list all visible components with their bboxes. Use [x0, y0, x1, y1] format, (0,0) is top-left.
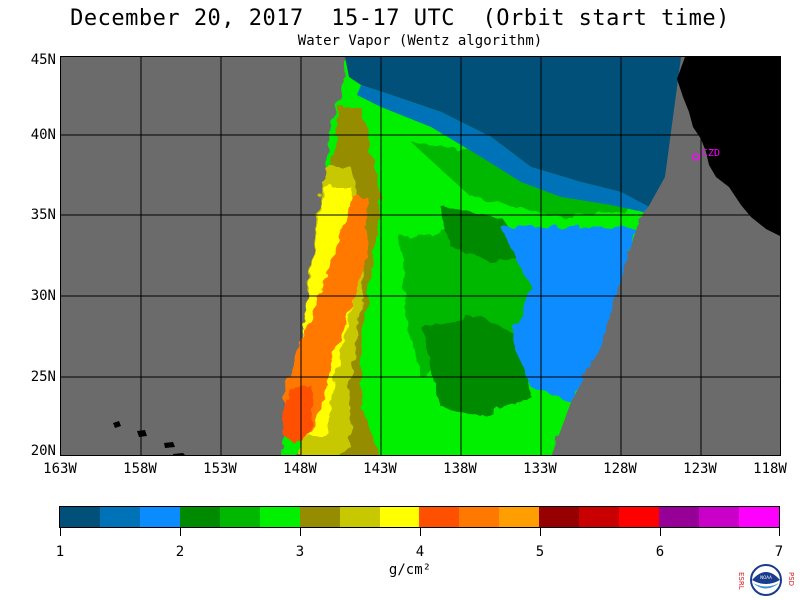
colorbar-segment [499, 507, 540, 527]
map-canvas: CZD [61, 57, 780, 455]
logo-right-letters: PSD [787, 572, 795, 586]
colorbar-segment [619, 507, 660, 527]
colorbar-segment [539, 507, 580, 527]
swath-orange [283, 197, 367, 435]
lon-label-143w: 143W [363, 461, 397, 477]
lon-label-128w: 128W [603, 461, 637, 477]
colorbar-tick [540, 528, 541, 536]
ocean-edge-band [357, 85, 649, 212]
lat-label-25n: 25N [30, 369, 56, 385]
colorbar-segment [179, 507, 220, 527]
colorbar-label-1: 1 [55, 544, 65, 560]
colorbar-units: g/cm² [388, 562, 432, 578]
swath-dark-green [421, 317, 531, 417]
lon-label-133w: 133W [523, 461, 557, 477]
colorbar-label-6: 6 [655, 544, 665, 560]
colorbar-segment [219, 507, 260, 527]
colorbar-segment [139, 507, 180, 527]
swath-dark-green-north [441, 207, 531, 262]
water-vapor-map: CZD [60, 56, 781, 456]
lon-label-153w: 153W [203, 461, 237, 477]
colorbar-label-2: 2 [175, 544, 185, 560]
colorbar-segment [379, 507, 420, 527]
lon-label-163w: 163W [43, 461, 77, 477]
swath-blue [501, 227, 637, 402]
graticule [61, 57, 780, 455]
colorbar-tick [779, 528, 780, 536]
colorbar-segment [299, 507, 340, 527]
lat-label-30n: 30N [30, 288, 56, 304]
map-subtitle: Water Vapor (Wentz algorithm) [297, 33, 543, 49]
colorbar-segment [99, 507, 140, 527]
land-california [677, 57, 780, 236]
colorbar-tick [660, 528, 661, 536]
lon-label-148w: 148W [283, 461, 317, 477]
colorbar-segment [339, 507, 380, 527]
colorbar-segment [579, 507, 620, 527]
colorbar-label-5: 5 [535, 544, 545, 560]
logo-left-letters: ESRL [737, 572, 745, 590]
lon-label-118w: 118W [753, 461, 787, 477]
lat-label-35n: 35N [30, 207, 56, 223]
ocean-low-vapor [345, 57, 681, 207]
colorbar-segment [60, 507, 100, 527]
colorbar-segment [259, 507, 300, 527]
colorbar-segment [419, 507, 460, 527]
lat-label-40n: 40N [30, 127, 56, 143]
island-kauai [113, 421, 121, 428]
station-marker-icon [692, 153, 700, 161]
island-oahu [137, 430, 147, 437]
colorbar-segment [738, 507, 779, 527]
logo-center-text: NOAA [760, 575, 772, 580]
colorbar-label-3: 3 [295, 544, 305, 560]
station-label: CZD [702, 148, 720, 159]
lat-label-45n: 45N [30, 52, 56, 68]
colorbar-segment [459, 507, 500, 527]
colorbar-tick [60, 528, 61, 536]
colorbar-label-4: 4 [415, 544, 425, 560]
island-maui [164, 442, 175, 448]
colorbar [59, 506, 780, 528]
colorbar-tick [420, 528, 421, 536]
map-title: December 20, 2017 15-17 UTC (Orbit start… [70, 6, 730, 31]
lon-label-123w: 123W [683, 461, 717, 477]
swath-red-orange [283, 387, 313, 442]
colorbar-segment [699, 507, 739, 527]
lon-label-158w: 158W [123, 461, 157, 477]
colorbar-segment [659, 507, 699, 527]
island-hawaii [173, 453, 185, 455]
lat-label-20n: 20N [30, 443, 56, 459]
noaa-esrl-psd-logo: NOAA ESRL PSD [737, 564, 795, 596]
lon-label-138w: 138W [443, 461, 477, 477]
colorbar-tick [300, 528, 301, 536]
colorbar-tick [180, 528, 181, 536]
colorbar-label-7: 7 [774, 544, 784, 560]
